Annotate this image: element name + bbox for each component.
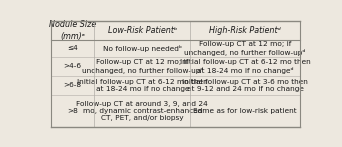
Text: Low-Risk Patientᵇ: Low-Risk Patientᵇ: [108, 26, 177, 35]
Text: >6-8: >6-8: [63, 82, 81, 88]
Text: Initial follow-up CT at 6-12 mo then
at 18-24 mo if no changeᵈ: Initial follow-up CT at 6-12 mo then at …: [180, 59, 311, 74]
Text: Follow-up CT at 12 mo; if
unchanged, no further follow-upᵈ: Follow-up CT at 12 mo; if unchanged, no …: [184, 41, 306, 56]
Text: Follow-up CT at around 3, 9, and 24
mo, dynamic contrast-enhanced
CT, PET, and/o: Follow-up CT at around 3, 9, and 24 mo, …: [76, 101, 208, 121]
Text: Follow-up CT at 12 mo; if
unchanged, no further follow-upᵈ: Follow-up CT at 12 mo; if unchanged, no …: [82, 59, 203, 74]
Text: ≤4: ≤4: [67, 45, 78, 51]
Text: No follow-up neededᵇ: No follow-up neededᵇ: [103, 45, 182, 52]
Text: >4-6: >4-6: [64, 63, 81, 69]
Text: >8: >8: [67, 108, 78, 114]
Text: Nodule Size
(mm)ᵃ: Nodule Size (mm)ᵃ: [49, 20, 96, 41]
Text: Initial follow-up CT at 3-6 mo then
at 9-12 and 24 mo if no change: Initial follow-up CT at 3-6 mo then at 9…: [182, 79, 308, 92]
Text: Same as for low-risk patient: Same as for low-risk patient: [193, 108, 297, 114]
Text: High-Risk Patientᵈ: High-Risk Patientᵈ: [209, 26, 281, 35]
Text: Initial follow-up CT at 6-12 mo then
at 18-24 mo if no change: Initial follow-up CT at 6-12 mo then at …: [77, 79, 208, 92]
